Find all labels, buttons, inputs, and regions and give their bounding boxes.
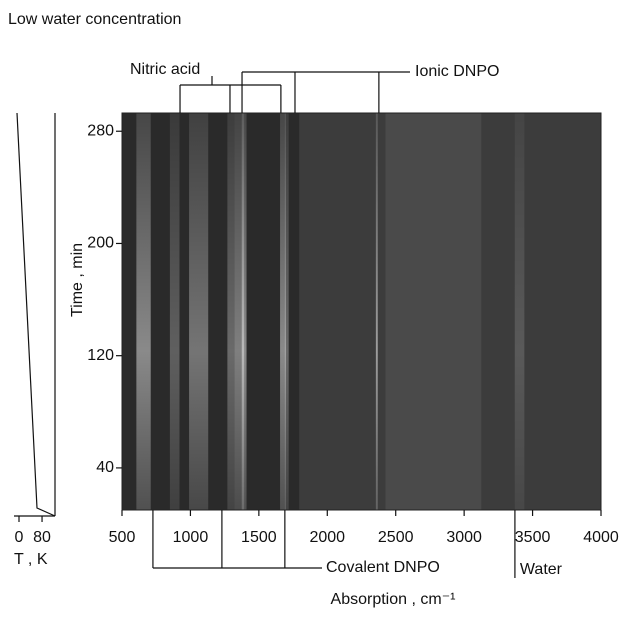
- region: [122, 113, 300, 510]
- band: [284, 113, 289, 510]
- x-tick-label: 1000: [173, 529, 209, 546]
- band: [169, 113, 180, 510]
- y-axis-label: Time , min: [69, 243, 86, 317]
- region: [385, 113, 482, 510]
- band: [280, 113, 286, 510]
- y-tick-label: 280: [87, 122, 114, 139]
- band: [136, 113, 151, 510]
- temperature-tick-label: 0: [15, 529, 24, 546]
- chart-title: Low water concentration: [8, 11, 181, 28]
- band: [227, 113, 235, 510]
- x-tick-label: 2500: [378, 529, 414, 546]
- frame: [121, 112, 602, 511]
- x-tick-label: 3500: [515, 529, 551, 546]
- temperature-tick-label: 80: [33, 529, 51, 546]
- x-axis-label: Absorption , cm⁻¹: [331, 591, 456, 608]
- spectrogram-image: [121, 112, 602, 511]
- x-tick-label: 1500: [241, 529, 277, 546]
- annotation-label: Water: [520, 561, 563, 578]
- band: [241, 113, 247, 510]
- annotation-label: Nitric acid: [130, 61, 200, 78]
- band: [375, 113, 378, 510]
- x-tick-label: 500: [109, 529, 136, 546]
- x-tick-label: 4000: [583, 529, 619, 546]
- band: [514, 113, 525, 510]
- band: [234, 113, 245, 510]
- y-tick-label: 40: [96, 459, 114, 476]
- band: [189, 113, 209, 510]
- annotation-label: Covalent DNPO: [326, 559, 440, 576]
- x-tick-label: 2000: [309, 529, 345, 546]
- x-tick-label: 3000: [446, 529, 482, 546]
- annotation-label: Ionic DNPO: [415, 63, 499, 80]
- temperature-curve: [16, 112, 56, 517]
- temperature-label: T , K: [14, 551, 48, 568]
- y-tick-label: 200: [87, 235, 114, 252]
- y-tick-label: 120: [87, 347, 114, 364]
